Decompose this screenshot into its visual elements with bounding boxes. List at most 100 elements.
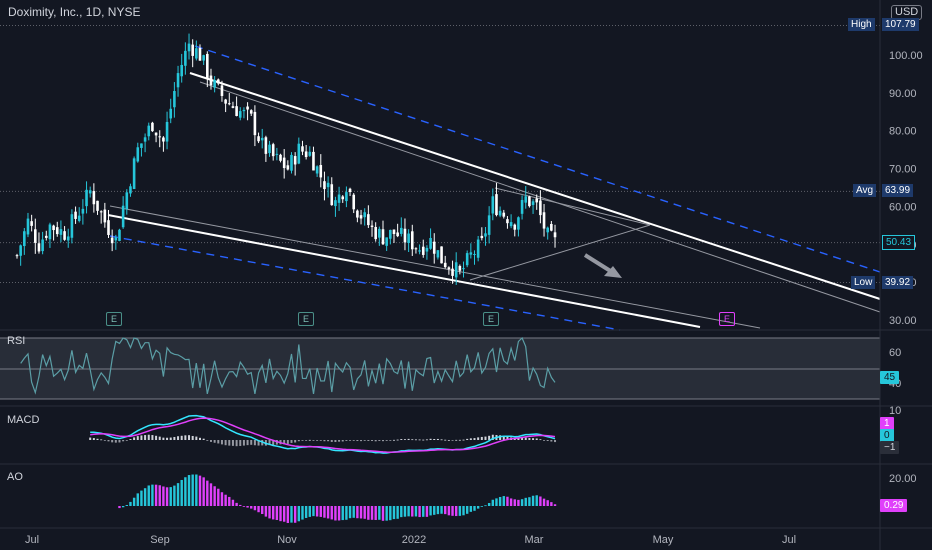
trend-channel bbox=[107, 45, 881, 331]
ao-bar bbox=[334, 506, 337, 521]
macd-histogram-bar bbox=[367, 440, 370, 441]
candle-body bbox=[407, 233, 410, 244]
ao-bar bbox=[389, 506, 392, 521]
macd-histogram-bar bbox=[144, 435, 147, 440]
candle-body bbox=[235, 106, 238, 117]
ao-bar bbox=[425, 506, 429, 517]
candle-body bbox=[264, 137, 268, 154]
ao-bar bbox=[473, 506, 476, 511]
high-value: 107.79 bbox=[882, 18, 919, 31]
candle-body bbox=[337, 194, 341, 203]
ao-bar bbox=[469, 506, 473, 512]
candle-body bbox=[59, 229, 63, 235]
macd-histogram-bar bbox=[360, 440, 363, 442]
macd-histogram-bar bbox=[235, 440, 238, 447]
candle-body bbox=[389, 229, 392, 239]
ao-bar bbox=[517, 499, 520, 506]
candle-body bbox=[260, 137, 264, 141]
candle-body bbox=[374, 226, 377, 240]
candle-body bbox=[396, 232, 399, 237]
candle-body bbox=[429, 237, 432, 249]
macd-histogram-bar bbox=[319, 440, 322, 441]
rsi-title: RSI bbox=[7, 335, 26, 347]
macd-histogram-bar bbox=[268, 440, 271, 446]
candle-body bbox=[436, 250, 440, 258]
macd-histogram-bar bbox=[228, 440, 231, 446]
macd-histogram-bar bbox=[462, 439, 465, 441]
ao-bar bbox=[455, 506, 458, 517]
earnings-marker-upcoming[interactable]: E bbox=[719, 312, 735, 326]
macd-histogram-bar bbox=[338, 440, 341, 442]
macd-histogram-bar bbox=[188, 435, 191, 440]
ao-bar bbox=[528, 497, 531, 506]
ao-bar bbox=[367, 506, 370, 520]
macd-histogram-bar bbox=[363, 440, 366, 441]
candle-body bbox=[147, 125, 151, 137]
macd-histogram-bar bbox=[447, 439, 450, 441]
macd-histogram-bar bbox=[242, 440, 245, 446]
macd-histogram-bar bbox=[341, 440, 344, 442]
ao-bar bbox=[217, 488, 220, 506]
earnings-marker[interactable]: E bbox=[106, 312, 122, 326]
macd-histogram-bar bbox=[532, 438, 535, 440]
macd-histogram-bar bbox=[158, 436, 161, 440]
ao-bar bbox=[348, 506, 352, 519]
ao-bar bbox=[359, 506, 363, 519]
candle-body bbox=[432, 241, 436, 254]
candle-body bbox=[44, 235, 48, 238]
y-tick-label: 90.00 bbox=[889, 88, 917, 100]
ao-bar bbox=[202, 477, 205, 506]
ao-bar bbox=[407, 506, 410, 517]
ao-bar bbox=[451, 506, 454, 516]
candle-body bbox=[418, 250, 421, 252]
candle-body bbox=[323, 181, 326, 190]
ao-bar bbox=[315, 506, 319, 517]
candle-body bbox=[114, 237, 118, 241]
candle-body bbox=[151, 122, 154, 132]
candle-body bbox=[301, 146, 304, 152]
candle-body bbox=[528, 196, 531, 207]
macd-histogram-bar bbox=[122, 440, 125, 442]
candle-body bbox=[410, 231, 414, 250]
candle-body bbox=[209, 75, 213, 86]
ao-bar bbox=[392, 506, 396, 520]
ao-bar bbox=[422, 506, 425, 517]
candle-body bbox=[202, 55, 205, 61]
x-tick-label: Mar bbox=[525, 534, 544, 546]
low-value: 39.92 bbox=[882, 276, 914, 289]
macd-histogram-bar bbox=[103, 440, 106, 441]
ao-bar bbox=[213, 486, 216, 506]
earnings-marker[interactable]: E bbox=[483, 312, 499, 326]
macd-histogram-bar bbox=[312, 440, 315, 441]
candle-body bbox=[257, 136, 260, 142]
ao-bar bbox=[323, 506, 326, 518]
ao-bar bbox=[378, 506, 381, 520]
macd-histogram-bar bbox=[297, 440, 300, 442]
ao-bar bbox=[304, 506, 308, 518]
macd-histogram-bar bbox=[217, 440, 220, 444]
candle-body bbox=[107, 220, 110, 235]
macd-histogram-bar bbox=[484, 436, 487, 440]
macd-histogram-bar bbox=[546, 440, 549, 442]
candle-body bbox=[268, 144, 271, 154]
ao-bar bbox=[484, 505, 487, 507]
candle-body bbox=[37, 243, 41, 252]
macd-histogram-bar bbox=[96, 438, 99, 440]
candle-body bbox=[81, 208, 85, 214]
macd-histogram-bar bbox=[213, 440, 216, 443]
ao-bar bbox=[125, 505, 128, 506]
candle-body bbox=[158, 136, 162, 138]
candle-body bbox=[118, 229, 121, 241]
candle-body bbox=[224, 99, 227, 104]
macd-histogram-bar bbox=[323, 440, 326, 442]
macd-histogram-bar bbox=[294, 440, 297, 443]
macd-histogram-bar bbox=[345, 440, 348, 441]
avg-value: 63.99 bbox=[882, 184, 914, 197]
macd-histogram-bar bbox=[535, 438, 538, 440]
candle-body bbox=[367, 214, 370, 226]
candle-body bbox=[517, 217, 520, 230]
earnings-marker[interactable]: E bbox=[298, 312, 314, 326]
candle-body bbox=[74, 211, 77, 219]
last-price-value: 50.43 bbox=[882, 235, 916, 250]
